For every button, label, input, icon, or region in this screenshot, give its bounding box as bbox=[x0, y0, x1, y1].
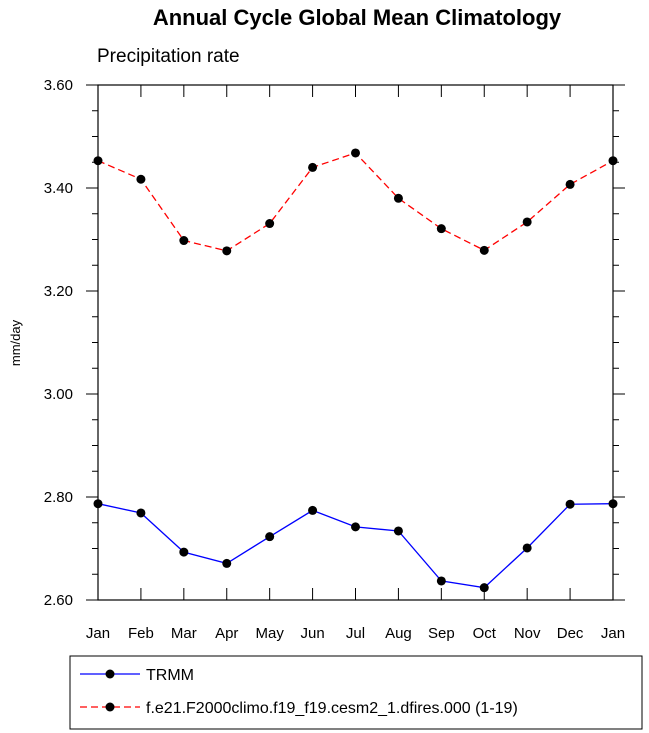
data-point bbox=[479, 583, 489, 593]
data-point bbox=[222, 246, 232, 256]
legend-box bbox=[69, 655, 643, 730]
y-tick-label: 2.60 bbox=[44, 592, 73, 609]
data-point bbox=[136, 508, 146, 518]
x-tick-label: Feb bbox=[128, 625, 154, 642]
x-tick-label: Sep bbox=[428, 625, 455, 642]
y-tick-label: 3.40 bbox=[44, 180, 73, 197]
chart-title: Annual Cycle Global Mean Climatology bbox=[153, 5, 562, 30]
y-tick-label: 3.00 bbox=[44, 386, 73, 403]
axes: Jan Feb Mar Apr May Jun Jul Aug Sep Oct Nov Dec Jan 2… bbox=[44, 77, 625, 642]
x-tick-label: Oct bbox=[473, 625, 497, 642]
x-tick-label: Aug bbox=[385, 625, 412, 642]
y-tick-label: 3.20 bbox=[44, 283, 73, 300]
data-point bbox=[393, 526, 403, 536]
data-point bbox=[222, 558, 232, 568]
chart-subtitle: Precipitation rate bbox=[97, 46, 240, 67]
data-point bbox=[308, 505, 318, 515]
legend-label: f.e21.F2000climo.f19_f19.cesm2_1.dfires.… bbox=[146, 700, 518, 717]
data-point bbox=[308, 162, 318, 172]
series-line bbox=[97, 152, 614, 252]
data-point bbox=[565, 499, 575, 509]
data-point bbox=[265, 219, 275, 229]
x-tick-label: May bbox=[255, 625, 284, 642]
data-point bbox=[265, 532, 275, 542]
legend-marker bbox=[105, 669, 115, 679]
series-group bbox=[93, 148, 618, 593]
series-line bbox=[97, 503, 614, 589]
data-point bbox=[436, 224, 446, 234]
legend-marker bbox=[105, 702, 115, 712]
data-point bbox=[522, 217, 532, 227]
data-point bbox=[179, 236, 189, 246]
y-axis-label: mm/day bbox=[8, 319, 23, 366]
y-tick-label: 2.80 bbox=[44, 489, 73, 506]
y-tick-label: 3.60 bbox=[44, 77, 73, 94]
legend-label: TRMM bbox=[146, 667, 194, 684]
x-tick-label: Dec bbox=[557, 625, 584, 642]
data-point bbox=[179, 547, 189, 557]
x-tick-label: Mar bbox=[171, 625, 197, 642]
x-tick-label: Jun bbox=[300, 625, 324, 642]
data-point bbox=[351, 148, 360, 158]
x-tick-label: Jan bbox=[601, 625, 625, 642]
x-tick-label: Nov bbox=[514, 625, 541, 642]
data-point bbox=[136, 174, 146, 184]
x-tick-label: Apr bbox=[215, 625, 238, 642]
data-point bbox=[393, 193, 403, 203]
data-point bbox=[436, 576, 446, 586]
plot-frame bbox=[97, 84, 614, 601]
x-tick-label: Jul bbox=[346, 625, 365, 642]
legend: TRMM f.e21.F2000climo.f19_f19.cesm2_1.dfi… bbox=[69, 655, 643, 730]
data-point bbox=[351, 522, 360, 532]
data-point bbox=[522, 543, 532, 553]
x-tick-label: Jan bbox=[86, 625, 110, 642]
data-point bbox=[479, 245, 489, 255]
data-point bbox=[565, 179, 575, 189]
